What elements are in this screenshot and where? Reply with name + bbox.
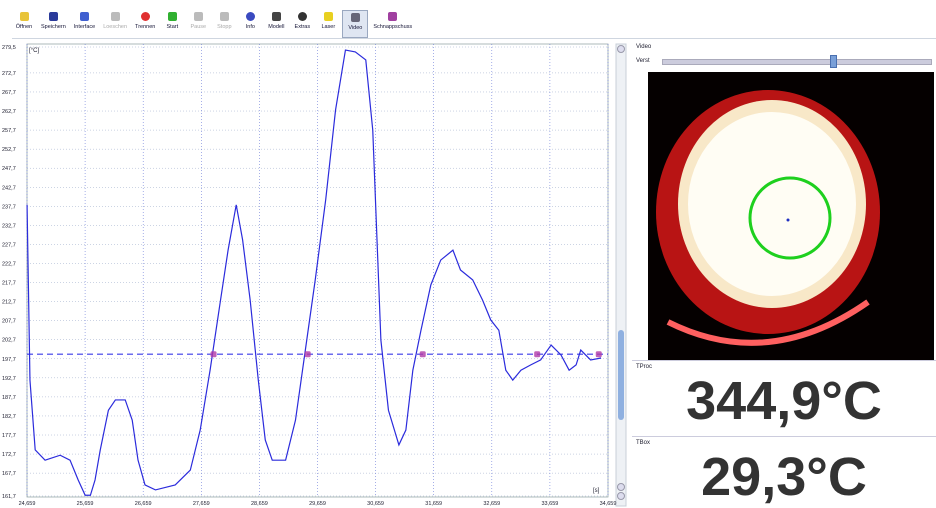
x-tick-label: 34,659 bbox=[600, 501, 617, 507]
x-tick-label: 24,659 bbox=[19, 501, 36, 507]
x-tick-label: 25,659 bbox=[77, 501, 94, 507]
toolbar-button[interactable]: Interface bbox=[71, 10, 98, 38]
toolbar-button[interactable]: Modell bbox=[264, 10, 288, 38]
y-tick-label: 252,7 bbox=[2, 147, 16, 153]
scroll-button[interactable] bbox=[617, 45, 625, 53]
x-tick-label: 30,659 bbox=[367, 501, 384, 507]
y-unit: [°C] bbox=[29, 48, 39, 54]
readout-label: TBox bbox=[636, 440, 651, 446]
x-tick-label: 26,659 bbox=[135, 501, 152, 507]
button-label: Interface bbox=[73, 24, 96, 30]
y-tick-label: 197,7 bbox=[2, 357, 16, 363]
y-tick-label: 262,7 bbox=[2, 109, 16, 115]
button-label: Extras bbox=[294, 24, 311, 30]
button-label: Schnappschuss bbox=[373, 24, 413, 30]
y-tick-label: 217,7 bbox=[2, 281, 16, 287]
slider-thumb[interactable] bbox=[830, 55, 837, 68]
y-tick-label: 242,7 bbox=[2, 185, 16, 191]
chart: [°C] [s] 161,7 167,7 172,7 177,7 182,7 187,7 1… bbox=[2, 43, 627, 507]
button-label: Trennen bbox=[135, 24, 156, 30]
toolbar-button[interactable]: Loeschen bbox=[100, 10, 130, 38]
data-line bbox=[26, 49, 602, 496]
toolbar-button[interactable]: Schnappschuss bbox=[370, 10, 415, 38]
toolbar-button[interactable]: Pause bbox=[186, 10, 210, 38]
toolbar-button[interactable]: Speichern bbox=[38, 10, 69, 38]
plot-frame bbox=[26, 43, 609, 498]
button-label: Modell bbox=[268, 24, 285, 30]
readout-value: 344,9°C bbox=[686, 371, 882, 431]
y-tick-label: 267,7 bbox=[2, 90, 16, 96]
toolbar-button[interactable]: Extras bbox=[290, 10, 314, 38]
toolbar-button[interactable]: Trennen bbox=[132, 10, 158, 38]
event-marker bbox=[419, 351, 426, 358]
x-tick-label: 31,659 bbox=[425, 501, 442, 507]
toolbar-button[interactable]: Laser bbox=[316, 10, 340, 38]
scroll-thumb[interactable] bbox=[618, 330, 624, 420]
toolbar-button[interactable]: Video bbox=[342, 10, 369, 38]
y-tick-label: 272,7 bbox=[2, 71, 16, 77]
readout-value: 29,3°C bbox=[701, 447, 867, 507]
y-tick-label: 257,7 bbox=[2, 128, 16, 134]
readout-label: TProc bbox=[636, 364, 653, 370]
button-label: Stopp bbox=[217, 24, 232, 30]
y-tick-label: 187,7 bbox=[2, 395, 16, 401]
button-label: Video bbox=[348, 25, 363, 31]
button-label: Speichern bbox=[41, 24, 66, 30]
video-frame bbox=[648, 72, 934, 360]
button-label: Loeschen bbox=[103, 24, 128, 30]
y-tick-label: 227,7 bbox=[2, 242, 16, 248]
y-tick-label: 192,7 bbox=[2, 376, 16, 382]
x-tick-label: 33,659 bbox=[541, 501, 558, 507]
x-tick-label: 32,659 bbox=[483, 501, 500, 507]
panel-title: Video bbox=[636, 44, 652, 50]
button-label: Öffnen bbox=[15, 24, 33, 30]
slider[interactable] bbox=[662, 59, 932, 65]
y-tick-label: 222,7 bbox=[2, 261, 16, 267]
y-tick-label: 172,7 bbox=[2, 452, 16, 458]
event-marker bbox=[210, 351, 217, 358]
scroll-button[interactable] bbox=[617, 483, 625, 491]
y-tick-label: 167,7 bbox=[2, 471, 16, 477]
y-tick-label: 182,7 bbox=[2, 414, 16, 420]
event-marker bbox=[534, 351, 541, 358]
slider-label: Verst bbox=[636, 58, 650, 64]
event-marker bbox=[595, 351, 602, 358]
toolbar-button[interactable]: Öffnen bbox=[12, 10, 36, 38]
x-tick-label: 29,659 bbox=[309, 501, 326, 507]
y-tick-label: 247,7 bbox=[2, 166, 16, 172]
button-label: Laser bbox=[321, 24, 336, 30]
x-tick-label: 27,659 bbox=[193, 501, 210, 507]
toolbar-button[interactable]: Stopp bbox=[212, 10, 236, 38]
toolbar-button[interactable]: Start bbox=[160, 10, 184, 38]
event-marker bbox=[304, 351, 311, 358]
y-tick-label: 207,7 bbox=[2, 319, 16, 325]
y-tick-label: 279,5 bbox=[2, 45, 16, 51]
y-tick-label: 212,7 bbox=[2, 300, 16, 306]
y-tick-label: 202,7 bbox=[2, 338, 16, 344]
button-label: Start bbox=[166, 24, 179, 30]
side-panel: Video Verst TProc 344,9°C TBox 29,3°C bbox=[632, 42, 936, 508]
y-tick-label: 237,7 bbox=[2, 204, 16, 210]
y-tick-label: 161,7 bbox=[2, 494, 16, 500]
toolbar: Öffnen Speichern Interface Loeschen Tren… bbox=[12, 10, 936, 39]
y-tick-label: 232,7 bbox=[2, 223, 16, 229]
x-unit: [s] bbox=[593, 488, 600, 494]
y-tick-label: 177,7 bbox=[2, 433, 16, 439]
scrollbar[interactable] bbox=[615, 43, 627, 507]
button-label: Info bbox=[245, 24, 255, 30]
scroll-button[interactable] bbox=[617, 492, 625, 500]
toolbar-button[interactable]: Info bbox=[238, 10, 262, 38]
x-tick-label: 28,659 bbox=[251, 501, 268, 507]
button-label: Pause bbox=[190, 24, 207, 30]
